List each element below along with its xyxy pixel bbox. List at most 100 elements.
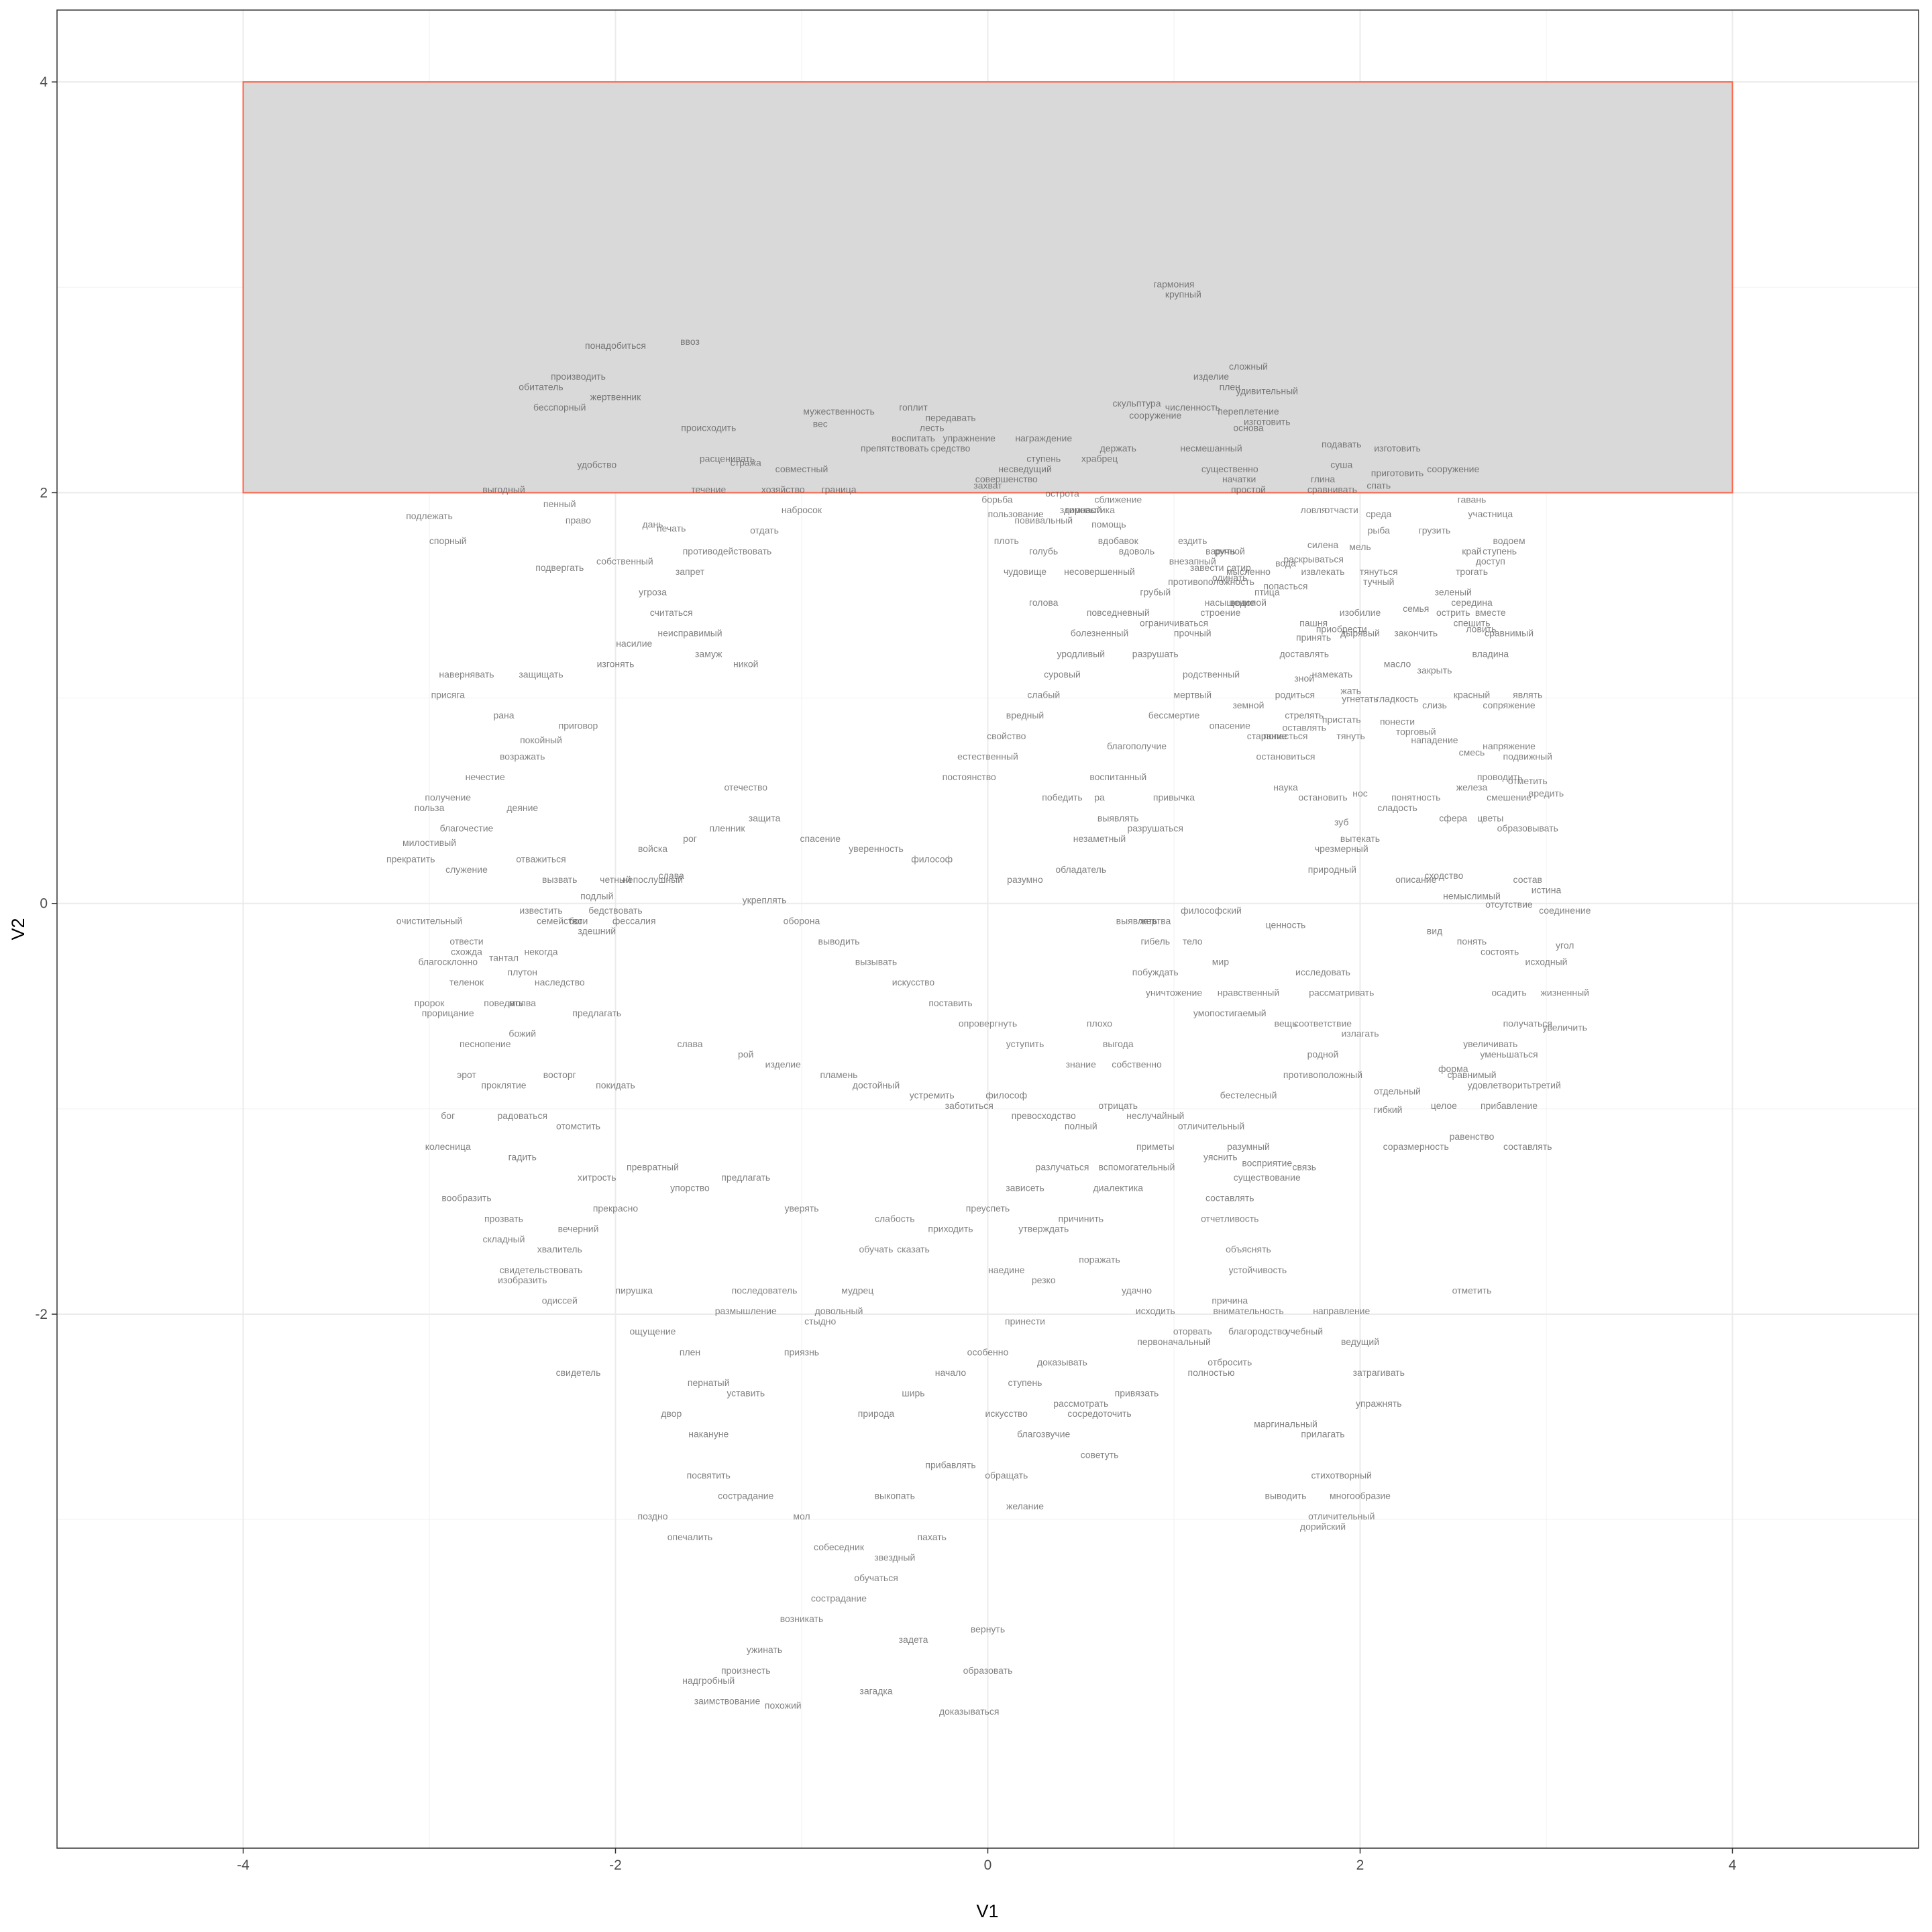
word-label: уменьшаться [1480, 1049, 1538, 1059]
word-label: философ [985, 1090, 1027, 1101]
word-label: ведущий [1341, 1336, 1379, 1347]
word-label: милостивый [402, 837, 456, 848]
word-label: родственный [1183, 669, 1240, 680]
word-label: вредный [1006, 710, 1044, 720]
word-label: разлучаться [1036, 1162, 1089, 1173]
word-label: защита [749, 812, 781, 823]
word-label: неслучайный [1126, 1110, 1184, 1121]
word-label: пенный [543, 498, 576, 509]
word-label: расценивать [700, 453, 755, 464]
word-label: божий [508, 1028, 536, 1039]
word-label: прилагать [1301, 1429, 1344, 1440]
word-label: образовать [963, 1665, 1013, 1676]
word-label: уяснить [1203, 1151, 1238, 1162]
word-label: войска [638, 843, 667, 854]
word-label: покидать [596, 1079, 635, 1090]
word-label: приходить [928, 1224, 973, 1234]
word-label: попасться [1263, 731, 1307, 741]
word-label: переплетение [1218, 406, 1279, 417]
word-label: несведущий [998, 464, 1052, 474]
word-label: поведать [484, 998, 523, 1008]
y-axis-title: V2 [8, 918, 28, 940]
word-label: задета [899, 1634, 928, 1645]
word-label: понятность [1391, 792, 1440, 803]
x-tick-label: -2 [609, 1858, 622, 1873]
word-label: отметить [1452, 1285, 1492, 1295]
word-label: удобство [577, 460, 616, 470]
word-label: образовывать [1497, 823, 1558, 834]
word-label: нечестие [466, 771, 505, 782]
word-label: последователь [732, 1285, 798, 1295]
word-label: разумный [1227, 1141, 1270, 1152]
word-label: исходный [1525, 957, 1568, 967]
word-label: закрыть [1417, 665, 1452, 676]
word-label: скульптура [1112, 398, 1161, 409]
word-label: семья [1403, 603, 1429, 614]
word-label: песнопение [460, 1038, 511, 1049]
word-label: острить [1436, 607, 1470, 618]
word-label: плен [1220, 381, 1240, 392]
word-label: составлять [1205, 1193, 1254, 1203]
word-label: стыдно [804, 1316, 836, 1326]
word-label: умопостигаемый [1193, 1008, 1267, 1018]
word-label: считаться [650, 607, 693, 618]
word-label: ступень [1008, 1377, 1042, 1388]
word-label: удовлетворить [1468, 1079, 1532, 1090]
word-label: обитатель [519, 381, 563, 392]
word-label: противоположность [1168, 576, 1254, 587]
word-label: торговый [1396, 727, 1436, 737]
word-label: грузить [1419, 525, 1451, 536]
word-label: подлый [580, 891, 613, 902]
word-label: мир [1212, 957, 1229, 967]
word-label: похожий [765, 1700, 802, 1711]
word-label: форма [1438, 1063, 1468, 1074]
word-label: описание [1395, 874, 1437, 885]
word-label: край [1462, 545, 1482, 556]
word-label: нравственный [1218, 987, 1279, 998]
word-label: храбрец [1081, 453, 1118, 464]
word-label: отчасти [1325, 504, 1358, 515]
word-label: оборона [784, 915, 820, 926]
word-label: уничтожение [1146, 987, 1202, 998]
word-label: отдать [750, 525, 779, 536]
word-label: получаться [1503, 1018, 1552, 1028]
word-label: некогда [524, 946, 557, 957]
word-label: спать [1366, 480, 1391, 490]
word-label: искусство [985, 1408, 1028, 1419]
word-label: первоначальный [1137, 1336, 1211, 1347]
word-label: благородство [1228, 1326, 1287, 1337]
word-label: силена [1307, 539, 1339, 550]
word-label: свидетель [556, 1367, 601, 1378]
word-label: плоть [994, 535, 1019, 546]
word-label: вытекать [1340, 833, 1380, 844]
word-label: полностью [1188, 1367, 1235, 1378]
word-label: выгодный [482, 484, 525, 494]
word-label: масло [1384, 659, 1411, 669]
word-label: зной [1294, 673, 1314, 684]
word-label: являть [1513, 690, 1542, 700]
word-label: награждение [1015, 433, 1072, 443]
word-label: жертва [1140, 915, 1171, 926]
word-label: птица [1254, 587, 1280, 598]
word-label: слабость [875, 1213, 914, 1224]
word-label: запрет [676, 566, 705, 577]
y-tick-label: 4 [40, 74, 48, 90]
word-label: упражнение [943, 433, 996, 443]
word-label: собеседник [814, 1542, 865, 1552]
word-label: глина [1311, 474, 1336, 484]
word-label: поставить [928, 998, 972, 1008]
word-label: вечерний [558, 1224, 599, 1234]
word-label: посвятить [687, 1470, 731, 1481]
word-label: рой [738, 1049, 753, 1059]
word-label: насыщение [1205, 597, 1255, 608]
word-label: остановить [1298, 792, 1347, 803]
word-label: обращать [985, 1470, 1028, 1481]
word-label: восторг [543, 1069, 576, 1080]
word-label: гармония [1154, 278, 1195, 289]
word-label: советуть [1081, 1449, 1119, 1460]
word-label: приобрести [1316, 624, 1367, 635]
word-label: опровергнуть [959, 1018, 1017, 1028]
word-label: мысленно [1226, 566, 1271, 577]
word-label: рог [683, 833, 697, 844]
word-label: присяга [431, 690, 466, 700]
